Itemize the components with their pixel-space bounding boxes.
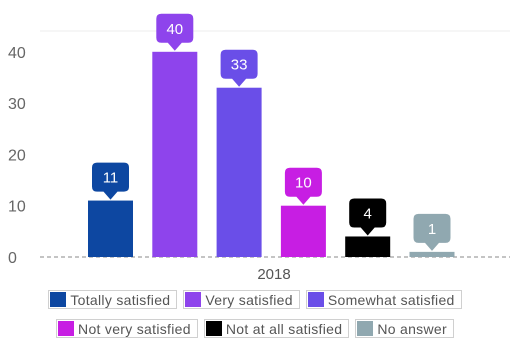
legend-swatch — [205, 321, 222, 336]
legend-item-not-very-satisfied[interactable]: Not very satisfied — [56, 319, 198, 338]
y-tick-label: 20 — [8, 147, 26, 164]
data-label: 40 — [166, 21, 183, 38]
data-label-bubble — [92, 162, 129, 200]
data-label: 11 — [103, 170, 119, 187]
bar — [152, 51, 198, 257]
legend-swatch — [357, 321, 374, 336]
y-tick-label: 10 — [8, 199, 26, 216]
y-tick-label: 0 — [8, 250, 17, 267]
legend-item-not-at-all-satisfied[interactable]: Not at all satisfied — [203, 319, 350, 338]
data-label-bubble — [284, 167, 322, 205]
legend-swatch — [58, 321, 75, 336]
legend-label: Very satisfied — [205, 291, 293, 308]
legend-item-very-satisfied[interactable]: Very satisfied — [183, 290, 300, 309]
bar — [409, 251, 455, 257]
data-label: 33 — [231, 57, 248, 74]
data-label: 1 — [428, 221, 436, 238]
y-tick-label: 40 — [8, 45, 26, 62]
bar — [280, 205, 326, 257]
legend-label: Not at all satisfied — [225, 320, 343, 337]
legend-label: Somewhat satisfied — [327, 291, 455, 308]
legend-row-1: Totally satisfied Very satisfied Somewha… — [0, 290, 510, 309]
legend-label: Not very satisfied — [78, 320, 191, 337]
legend-label: No answer — [377, 320, 447, 337]
legend-swatch — [185, 292, 202, 307]
x-category-label: 2018 — [257, 266, 290, 283]
legend-row-2: Not very satisfied Not at all satisfied … — [0, 319, 510, 338]
bar — [88, 200, 133, 257]
data-label: 4 — [364, 205, 372, 222]
y-tick-label: 30 — [8, 96, 26, 113]
legend-swatch — [50, 292, 67, 307]
data-label-bubble — [349, 198, 387, 236]
data-label-bubble — [413, 213, 451, 251]
bar — [345, 236, 391, 257]
legend-item-totally-satisfied[interactable]: Totally satisfied — [48, 290, 178, 309]
data-label: 10 — [295, 175, 312, 192]
legend-swatch — [307, 292, 324, 307]
legend-item-no-answer[interactable]: No answer — [355, 319, 454, 338]
legend-item-somewhat-satisfied[interactable]: Somewhat satisfied — [305, 290, 462, 309]
bar — [216, 87, 262, 258]
legend-label: Totally satisfied — [70, 291, 171, 308]
data-label-bubble — [156, 13, 194, 51]
data-label-bubble — [220, 49, 258, 87]
